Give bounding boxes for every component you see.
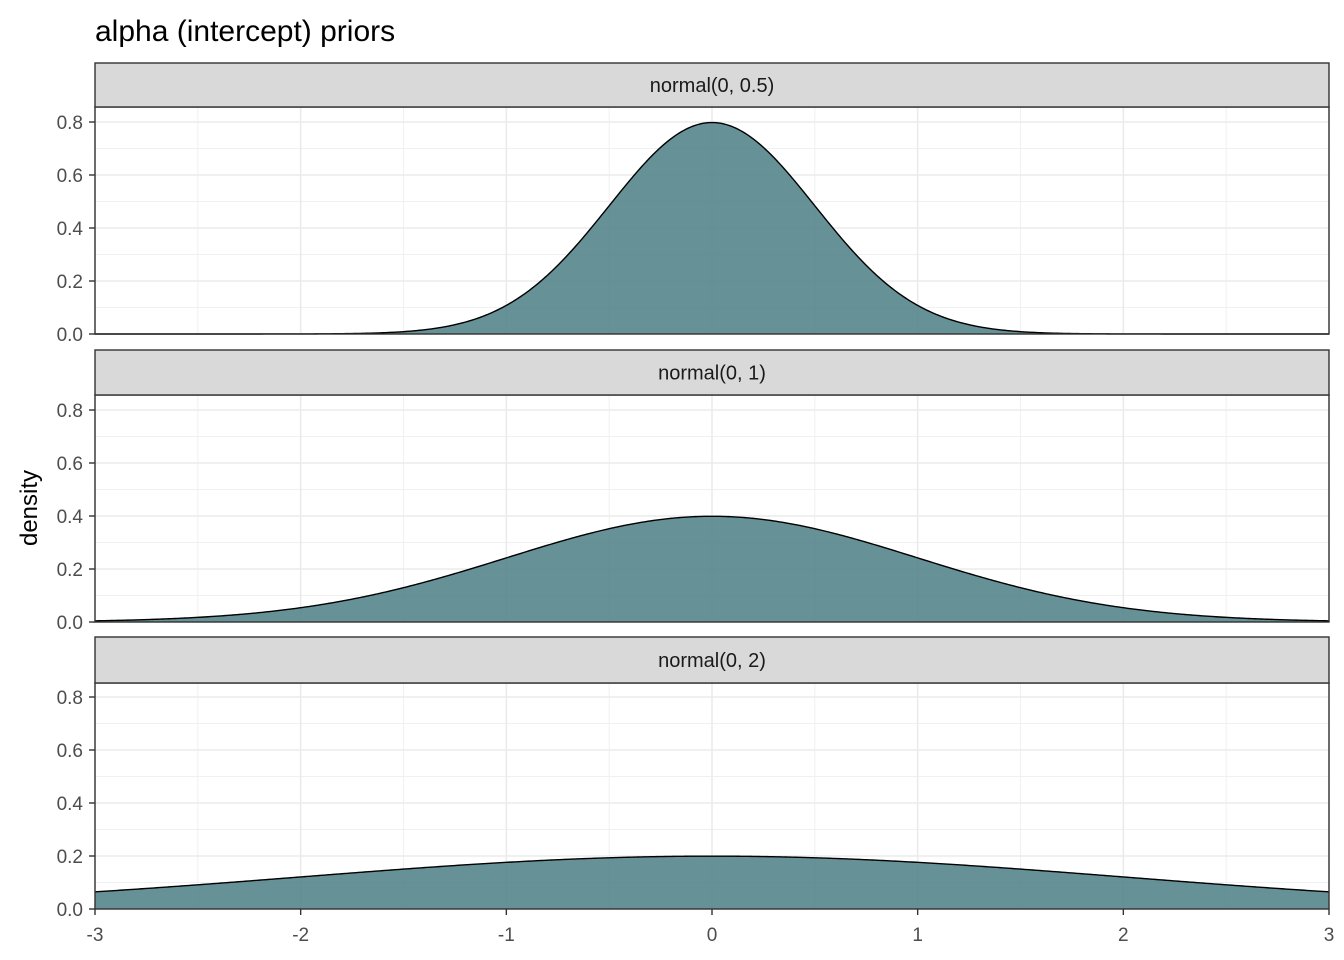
- y-tick-label: 0.4: [57, 794, 84, 815]
- y-tick-label: 0.8: [57, 688, 83, 709]
- y-tick-label: 0.8: [57, 401, 83, 422]
- y-tick-label: 0.4: [57, 219, 84, 240]
- x-tick-label: -3: [87, 925, 104, 946]
- x-tick-label: 0: [707, 925, 718, 946]
- x-tick-label: -1: [498, 925, 515, 946]
- y-tick-label: 0.6: [57, 166, 83, 187]
- x-tick-label: -2: [292, 925, 309, 946]
- y-tick-label: 0.6: [57, 454, 83, 475]
- facet-strip: [94, 636, 1330, 684]
- y-tick-label: 0.0: [57, 325, 83, 346]
- x-tick-label: 2: [1118, 925, 1129, 946]
- x-tick-label: 3: [1324, 925, 1335, 946]
- density-area: [95, 516, 1329, 622]
- facet-panel: normal(0, 1) 0.0 0.2 0.4 0.6 0.8: [57, 349, 1330, 634]
- facet-strip: [94, 349, 1330, 396]
- y-tick-label: 0.0: [57, 900, 83, 921]
- y-tick-label: 0.6: [57, 741, 83, 762]
- y-axis-title: density: [16, 470, 43, 546]
- facet-strip: [94, 62, 1330, 108]
- density-area: [95, 122, 1329, 334]
- y-tick-label: 0.2: [57, 847, 83, 868]
- y-tick-label: 0.8: [57, 113, 83, 134]
- y-tick-label: 0.0: [57, 613, 83, 634]
- y-tick-label: 0.2: [57, 560, 83, 581]
- facet-panel: normal(0, 0.5) 0.0 0.2 0.4 0.6 0.8: [57, 62, 1330, 346]
- x-axis: -3 -2 -1 0 1 2 3: [87, 909, 1335, 946]
- y-tick-label: 0.2: [57, 272, 83, 293]
- facet-strip-label: normal(0, 0.5): [650, 75, 775, 97]
- density-line: [94, 855, 1330, 893]
- y-tick-label: 0.4: [57, 507, 84, 528]
- facet-panel: normal(0, 2) 0.0 0.2 0.4 0.6 0.8: [57, 636, 1330, 921]
- density-line: [94, 515, 1330, 622]
- facet-strip-label: normal(0, 2): [658, 650, 766, 672]
- x-tick-label: 1: [912, 925, 923, 946]
- chart-title: alpha (intercept) priors: [95, 15, 395, 48]
- facet-strip-label: normal(0, 1): [658, 363, 766, 385]
